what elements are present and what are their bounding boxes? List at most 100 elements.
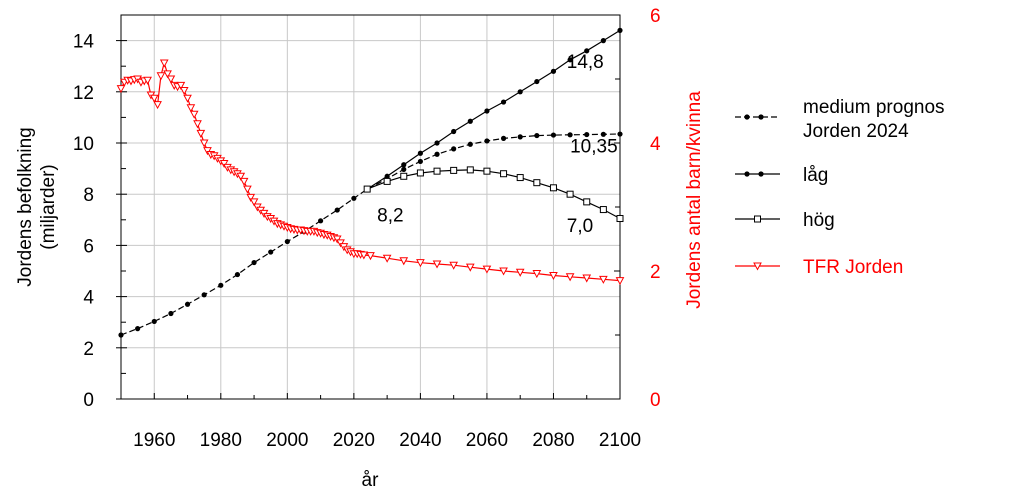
- marker-triangle: [753, 262, 762, 271]
- marker-dot: [617, 27, 623, 33]
- marker-triangle: [482, 265, 492, 274]
- marker-triangle: [399, 257, 409, 266]
- series-line: [366, 29, 621, 190]
- marker-triangle: [382, 254, 392, 263]
- marker-dot: [318, 218, 324, 224]
- marker-triangle: [236, 172, 246, 181]
- y-left-tick-label: 2: [83, 339, 94, 360]
- marker-triangle: [179, 87, 189, 96]
- annotations: 14,8 10,35 8,2 7,0: [377, 52, 617, 237]
- marker-triangle: [196, 129, 206, 138]
- marker-triangle: [532, 270, 542, 279]
- marker-triangle: [186, 104, 196, 113]
- marker-dot: [617, 131, 623, 137]
- marker-dot: [517, 89, 523, 95]
- marker-triangle: [183, 94, 192, 103]
- marker-dot: [234, 271, 241, 278]
- x-axis-label: år: [362, 470, 380, 491]
- y-left-tick-label: 8: [83, 185, 94, 206]
- marker-dot: [417, 158, 423, 165]
- marker-square: [516, 174, 524, 182]
- marker-square: [483, 167, 491, 175]
- marker-dot: [534, 132, 540, 139]
- legend-label: medium prognos: [803, 97, 945, 118]
- marker-dot: [484, 138, 490, 144]
- marker-dot: [417, 150, 423, 156]
- legend: medium prognos Jorden 2024 låg hög TFR Jorde…: [735, 97, 945, 278]
- marker-square: [583, 198, 591, 206]
- marker-triangle: [203, 147, 212, 156]
- y-left-tick-label: 0: [83, 390, 94, 411]
- marker-dot: [550, 68, 557, 74]
- x-tick-label: 2000: [266, 430, 308, 451]
- y-left-tick-label: 12: [73, 83, 94, 104]
- marker-dot: [184, 301, 191, 307]
- marker-triangle: [116, 85, 126, 94]
- marker-dot: [744, 171, 750, 177]
- marker-triangle: [332, 235, 342, 244]
- marker-dot: [384, 173, 390, 179]
- marker-square: [754, 215, 761, 223]
- series-2: [363, 166, 624, 223]
- marker-triangle: [153, 101, 162, 110]
- marker-square: [466, 166, 474, 174]
- series-line: [120, 60, 621, 282]
- y-axis-label-left-line1: Jordens befolkning: [15, 127, 36, 287]
- marker-dot: [534, 78, 540, 85]
- marker-triangle: [149, 94, 159, 103]
- marker-dot: [201, 292, 207, 298]
- marker-triangle: [432, 260, 442, 269]
- legend-entry: medium prognos Jorden 2024: [735, 97, 945, 142]
- x-tick-label: 1960: [133, 430, 175, 451]
- y-right-tick-label: 2: [650, 262, 661, 283]
- marker-dot: [434, 151, 440, 157]
- marker-dot: [451, 128, 457, 135]
- marker-triangle: [193, 120, 202, 129]
- marker-dot: [484, 108, 490, 114]
- marker-dot: [251, 259, 257, 266]
- marker-dot: [467, 141, 473, 147]
- marker-dot: [151, 318, 157, 325]
- marker-dot: [168, 310, 174, 317]
- marker-triangle: [599, 275, 608, 284]
- y-right-tick-label: 0: [650, 390, 661, 411]
- y-axis-label-right: Jordens antal barn/kvinna: [684, 91, 705, 309]
- marker-triangle: [449, 261, 459, 270]
- marker-dot: [744, 114, 750, 120]
- marker-dot: [584, 48, 590, 54]
- annotation-label: 8,2: [377, 206, 403, 227]
- marker-square: [533, 179, 541, 187]
- marker-dot: [401, 166, 407, 172]
- marker-dot: [600, 131, 606, 137]
- marker-triangle: [199, 139, 209, 148]
- marker-square: [450, 166, 458, 174]
- y-right-tick-label: 6: [650, 6, 661, 27]
- marker-dot: [434, 140, 440, 146]
- marker-dot: [401, 162, 407, 168]
- marker-square: [566, 190, 574, 198]
- marker-triangle: [143, 76, 152, 85]
- y-left-tick-label: 10: [73, 134, 94, 155]
- y-axis-label-left-line2: (miljarder): [38, 164, 59, 250]
- marker-square: [599, 206, 607, 214]
- legend-label: TFR Jorden: [803, 257, 903, 278]
- marker-dot: [500, 135, 507, 141]
- series-0: [118, 131, 623, 338]
- marker-dot: [135, 326, 141, 332]
- marker-dot: [758, 114, 764, 120]
- marker-dot: [600, 38, 606, 44]
- legend-label: Jorden 2024: [803, 121, 909, 142]
- marker-dot: [584, 131, 590, 138]
- legend-label: låg: [803, 165, 828, 186]
- x-tick-label: 2020: [333, 430, 375, 451]
- marker-triangle: [515, 268, 525, 277]
- x-tick-label: 2060: [466, 430, 508, 451]
- legend-entry: TFR Jorden: [735, 257, 903, 278]
- marker-square: [500, 170, 508, 178]
- marker-triangle: [499, 267, 508, 276]
- x-tick-label: 2040: [399, 430, 441, 451]
- marker-dot: [351, 195, 357, 201]
- grid: [121, 15, 620, 399]
- marker-dot: [567, 132, 573, 138]
